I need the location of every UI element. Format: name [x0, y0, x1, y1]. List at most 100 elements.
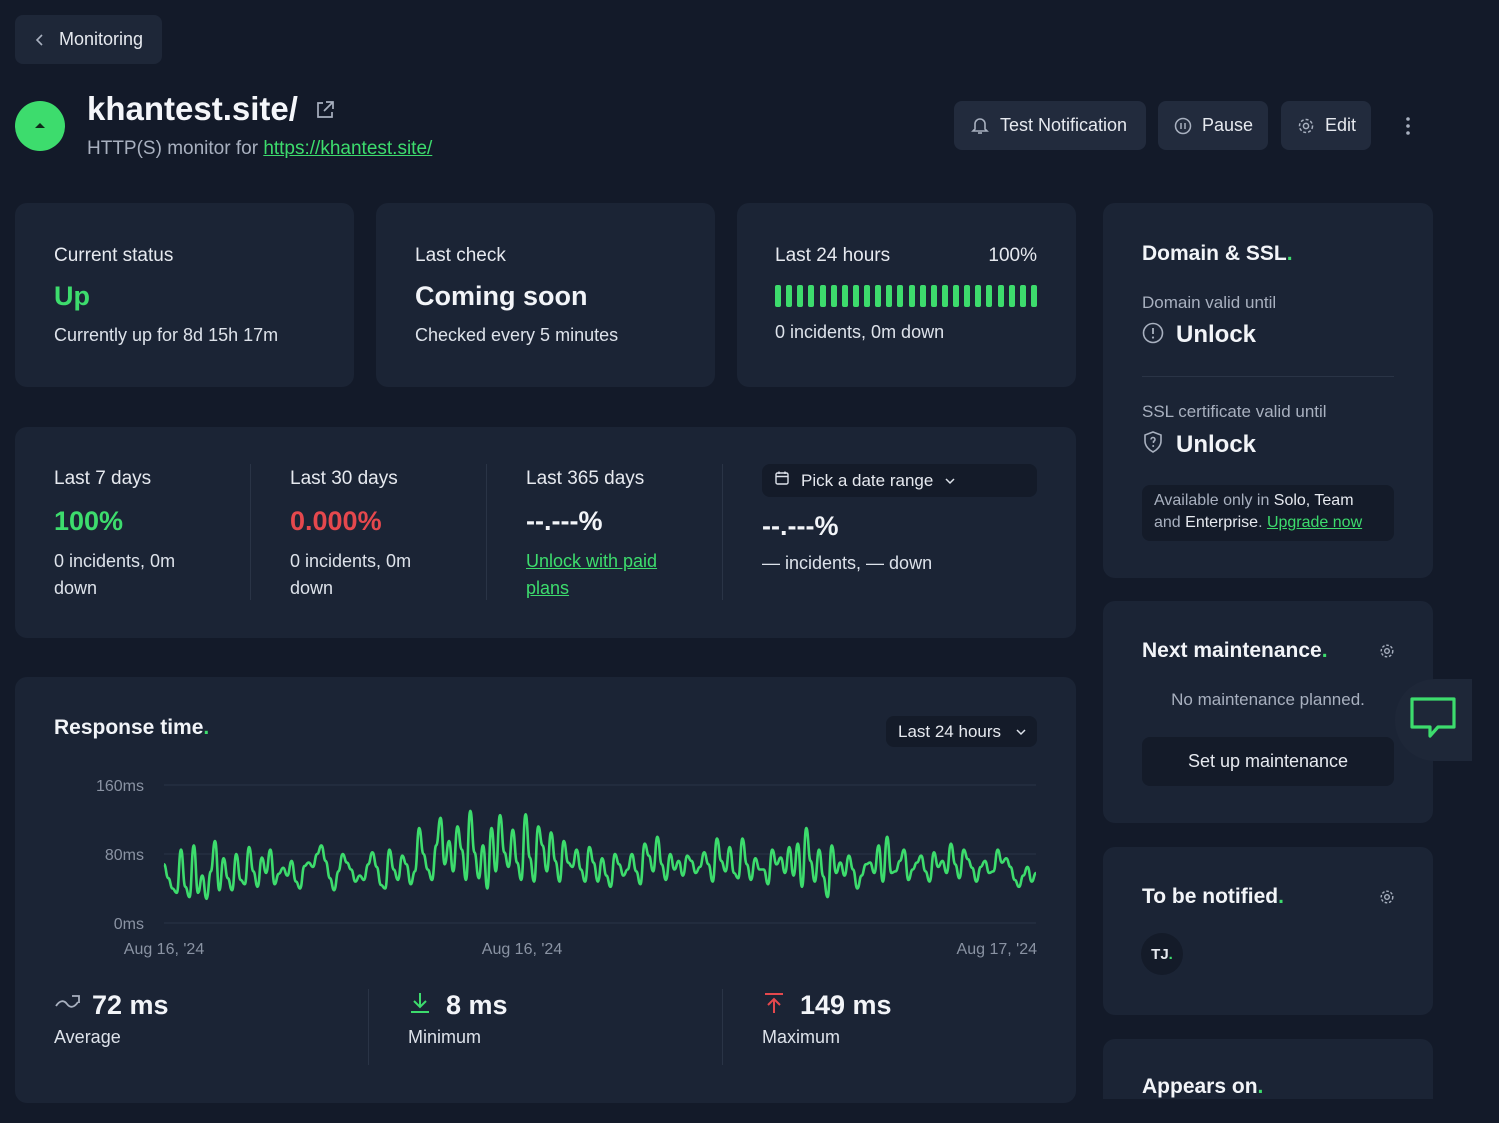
domain-unlock-text[interactable]: Unlock: [1176, 321, 1257, 348]
last-check-label: Last check: [415, 245, 506, 266]
uptime-bar[interactable]: [808, 285, 815, 307]
arrow-up-icon: [33, 117, 47, 135]
period-30d-detail-line2: down: [290, 578, 334, 598]
response-range-label: Last 24 hours: [898, 721, 1002, 741]
uptime-bar[interactable]: [930, 285, 937, 307]
domain-ssl-title: Domain & SSL.: [1142, 242, 1293, 266]
edit-button[interactable]: Edit: [1281, 101, 1371, 150]
uptime-bar[interactable]: [897, 285, 904, 307]
x-tick-label: Aug 16, '24: [124, 941, 205, 958]
arrow-up-max-icon: [762, 991, 788, 1020]
edit-label: Edit: [1325, 115, 1357, 135]
uptime-periods-card: Last 7 days 100% 0 incidents, 0m down La…: [15, 427, 1076, 638]
calendar-icon: [774, 470, 790, 491]
unlock-paid-plans-link[interactable]: Unlock with paid plans: [526, 548, 657, 602]
monitor-url-link[interactable]: https://khantest.site/: [263, 138, 433, 159]
date-range-picker[interactable]: Pick a date range: [762, 464, 1037, 497]
uptime-bar[interactable]: [975, 285, 982, 307]
upgrade-notice: Available only in Solo, Team and Enterpr…: [1142, 485, 1394, 541]
domain-valid-label: Domain valid until: [1142, 293, 1277, 312]
period-divider: [722, 464, 723, 600]
unlock-link-line1: Unlock with paid: [526, 551, 658, 571]
average-value: 72 ms: [92, 990, 169, 1020]
uptime-bar[interactable]: [908, 285, 915, 307]
uptime-bar[interactable]: [819, 285, 826, 307]
uptime-bar[interactable]: [786, 285, 793, 307]
ssl-valid-value: Unlock: [1142, 430, 1256, 459]
appears-on-title: Appears on.: [1142, 1075, 1263, 1099]
uptime-bar[interactable]: [953, 285, 959, 307]
status-indicator: [15, 101, 65, 151]
uptime-bar[interactable]: [797, 285, 804, 307]
uptime-bar[interactable]: [875, 285, 882, 307]
period-30d-value: 0.000%: [290, 506, 382, 536]
response-time-title: Response time.: [54, 716, 209, 740]
uptime-bar[interactable]: [941, 285, 948, 307]
period-30d-detail: 0 incidents, 0m down: [290, 548, 411, 602]
upsell-plans: Solo, Team: [1273, 492, 1354, 509]
stat-divider: [368, 989, 369, 1065]
last-24h-label: Last 24 hours: [775, 245, 891, 266]
period-7d-detail-line2: down: [54, 578, 98, 598]
minimum-label: Minimum: [408, 1027, 482, 1047]
current-status-value: Up: [54, 281, 90, 311]
setup-maintenance-button[interactable]: Set up maintenance: [1142, 737, 1394, 786]
avatar-initials: TJ: [1151, 945, 1169, 963]
back-button[interactable]: Monitoring: [15, 15, 162, 64]
chevron-down-icon: [1015, 722, 1027, 742]
setup-maintenance-label: Set up maintenance: [1187, 751, 1349, 771]
title-dot: .: [1286, 242, 1293, 265]
uptime-bar[interactable]: [886, 285, 893, 307]
current-status-label: Current status: [54, 245, 174, 266]
period-7d-value: 100%: [54, 506, 124, 536]
back-label: Monitoring: [59, 29, 144, 49]
appears-on-title-text: Appears on: [1142, 1075, 1258, 1098]
last-24h-detail: 0 incidents, 0m down: [775, 322, 945, 342]
response-time-chart: 160ms 80ms 0ms Aug 16, '24 Aug 16, '24 Aug 17…: [96, 778, 1038, 958]
uptime-bar[interactable]: [841, 285, 848, 307]
maximum-label: Maximum: [762, 1027, 841, 1047]
page-title: khantest.site/: [87, 90, 298, 127]
domain-ssl-card: Domain & SSL. Domain valid until Unlock …: [1103, 203, 1433, 578]
title-dot: .: [1321, 639, 1328, 662]
x-tick-label: Aug 17, '24: [957, 941, 1038, 958]
avatar[interactable]: TJ.: [1141, 933, 1183, 975]
shield-question-icon: [1142, 430, 1164, 459]
response-time-line: [162, 809, 1037, 901]
test-notification-button[interactable]: Test Notification: [954, 101, 1146, 150]
period-divider: [486, 464, 487, 600]
maximum-value: 149 ms: [800, 990, 892, 1020]
uptime-bar[interactable]: [964, 285, 971, 307]
uptime-bar[interactable]: [997, 285, 1004, 307]
uptime-bar[interactable]: [919, 285, 926, 307]
gear-icon[interactable]: [1379, 643, 1395, 664]
external-link-icon[interactable]: [314, 99, 336, 126]
subtitle-prefix: HTTP(S) monitor for: [87, 138, 264, 159]
uptime-bar[interactable]: [864, 285, 870, 307]
uptime-bar[interactable]: [1030, 285, 1037, 307]
more-options-icon[interactable]: [1398, 114, 1418, 138]
gear-icon[interactable]: [1379, 889, 1395, 910]
period-365d-value: --.---%: [526, 506, 603, 536]
ssl-valid-label: SSL certificate valid until: [1142, 402, 1327, 421]
uptime-bar[interactable]: [830, 285, 837, 307]
pause-button[interactable]: Pause: [1158, 101, 1268, 150]
bell-icon: [970, 116, 990, 136]
response-time-title-text: Response time: [54, 716, 204, 739]
uptime-bar[interactable]: [1008, 285, 1015, 307]
uptime-bar[interactable]: [775, 285, 781, 307]
x-tick-label: Aug 16, '24: [482, 941, 563, 958]
ssl-unlock-text[interactable]: Unlock: [1176, 430, 1257, 458]
uptime-bar[interactable]: [852, 285, 859, 307]
custom-range-detail: — incidents, — down: [762, 553, 933, 573]
upgrade-now-link[interactable]: Upgrade now: [1266, 514, 1363, 531]
uptime-bar[interactable]: [1019, 285, 1026, 307]
upsell-enterprise: Enterprise: [1185, 514, 1259, 531]
response-range-select[interactable]: Last 24 hours: [886, 716, 1037, 747]
gear-icon: [1297, 117, 1315, 135]
upsell-text-a: Available only in: [1154, 492, 1274, 509]
minimum-stat: 8 ms Minimum: [408, 990, 508, 1048]
chat-widget-button[interactable]: [1395, 679, 1472, 761]
uptime-bar[interactable]: [986, 285, 993, 307]
stat-divider: [722, 989, 723, 1065]
